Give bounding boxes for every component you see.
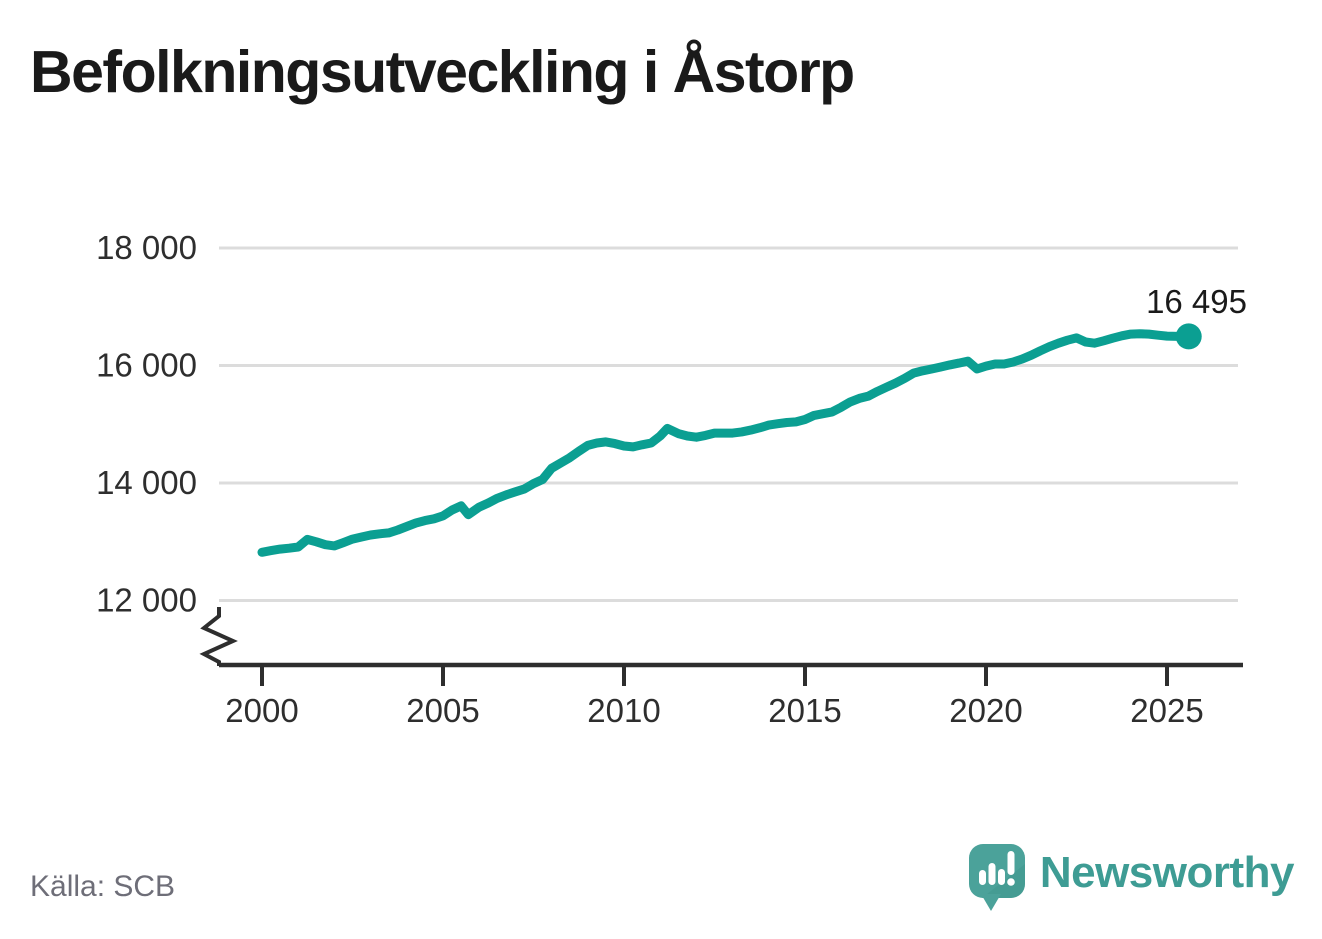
source-caption: Källa: SCB [30, 870, 176, 903]
y-tick-label: 14 000 [96, 464, 197, 501]
newsworthy-logo-icon [968, 844, 1025, 911]
logo-bubble-tail [980, 894, 1001, 911]
x-tick-label: 2015 [768, 692, 841, 729]
population-line-series [257, 329, 1194, 557]
population-line-chart: 12 000 14 000 16 000 18 000 2000 2005 2010 2015… [96, 229, 1247, 729]
y-axis-break-icon [199, 607, 238, 666]
y-tick-label: 12 000 [96, 582, 197, 619]
x-tick-label: 2005 [406, 692, 479, 729]
y-tick-label: 16 000 [96, 347, 197, 384]
newsworthy-logo-text: Newsworthy [1039, 848, 1295, 897]
x-tick-label: 2010 [587, 692, 660, 729]
y-tick-label: 18 000 [96, 229, 197, 266]
latest-value-label: 16 495 [1146, 283, 1247, 320]
logo-chart-bars [978, 851, 1015, 886]
newsworthy-branding: Newsworthy [966, 840, 1295, 920]
x-tick-label: 2020 [949, 692, 1022, 729]
x-tick-label: 2000 [225, 692, 298, 729]
x-tick-label: 2025 [1130, 692, 1203, 729]
page-title: Befolkningsutveckling i Åstorp [30, 39, 855, 105]
latest-value-dot [1175, 323, 1202, 350]
